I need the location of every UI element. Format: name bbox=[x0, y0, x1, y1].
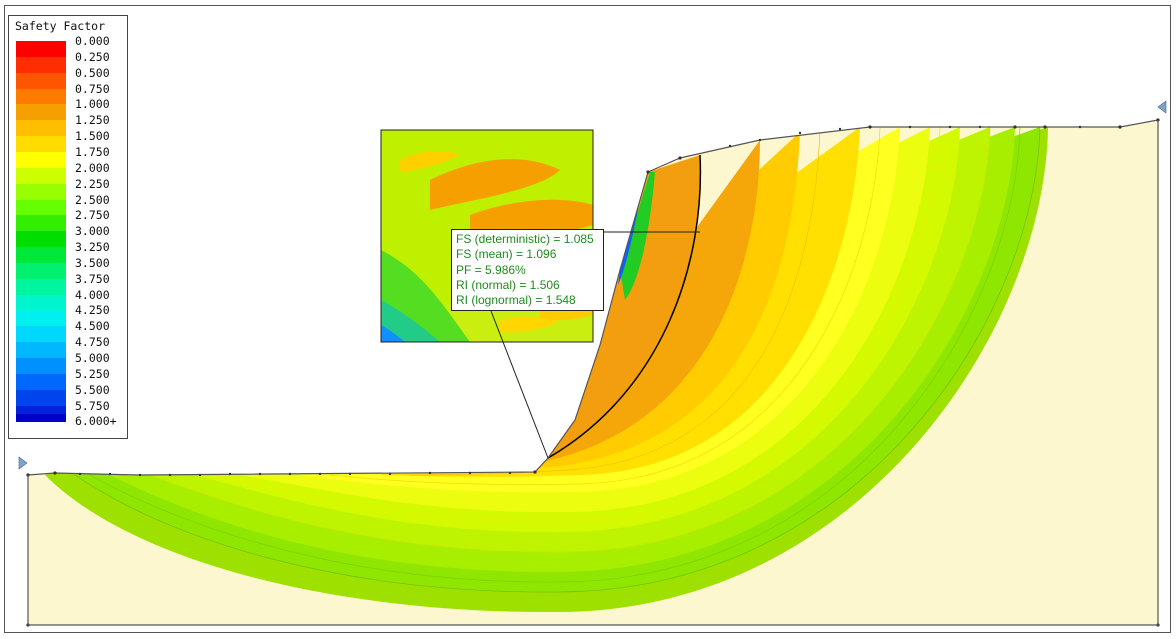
legend-swatch bbox=[16, 88, 66, 105]
legend-swatch bbox=[16, 278, 66, 295]
legend-value: 2.000 bbox=[75, 160, 110, 175]
fs-deterministic-label: FS (deterministic) = 1.085 bbox=[456, 232, 594, 246]
legend-value: 4.250 bbox=[75, 303, 110, 318]
legend-value: 1.750 bbox=[75, 144, 110, 159]
legend-swatch bbox=[16, 72, 66, 89]
legend-value: 3.000 bbox=[75, 224, 110, 239]
ri-lognormal-label: RI (lognormal) = 1.548 bbox=[456, 293, 576, 308]
legend-swatch bbox=[16, 262, 66, 279]
right-boundary-marker-icon bbox=[1157, 100, 1167, 114]
legend-swatch bbox=[16, 358, 66, 374]
legend-value: 0.000 bbox=[75, 34, 110, 48]
legend-swatch bbox=[16, 167, 66, 184]
external-boundary bbox=[27, 120, 1159, 626]
legend-swatch bbox=[16, 41, 66, 57]
legend-value: 1.500 bbox=[75, 129, 110, 144]
slip-surface-lines bbox=[74, 126, 1041, 593]
legend-swatch bbox=[16, 56, 66, 73]
legend-value: 3.750 bbox=[75, 271, 110, 286]
legend-value: 1.000 bbox=[75, 97, 110, 112]
legend-swatch bbox=[16, 183, 66, 200]
legend-value: 6.000+ bbox=[75, 414, 117, 429]
legend-swatch bbox=[16, 215, 66, 232]
results-callout: FS (deterministic) = 1.085 FS (mean) = 1… bbox=[451, 229, 604, 311]
fs-mean-label: FS (mean) = 1.096 bbox=[456, 247, 557, 262]
ground-surface bbox=[27, 119, 1159, 476]
legend-swatch bbox=[16, 136, 66, 152]
legend-value: 5.500 bbox=[75, 382, 110, 397]
surface-vertices bbox=[26, 118, 1160, 627]
legend-swatch bbox=[16, 326, 66, 343]
legend-value: 4.500 bbox=[75, 319, 110, 334]
legend-value: 0.500 bbox=[75, 65, 110, 80]
left-boundary-marker-icon bbox=[18, 456, 28, 470]
legend-value: 2.250 bbox=[75, 176, 110, 191]
legend-swatch bbox=[16, 104, 66, 121]
legend-value: 5.750 bbox=[75, 398, 110, 413]
legend-swatch bbox=[16, 413, 66, 422]
legend-swatch bbox=[16, 389, 66, 406]
legend-value: 3.500 bbox=[75, 255, 110, 270]
legend-value: 3.250 bbox=[75, 240, 110, 255]
legend-swatch bbox=[16, 199, 66, 216]
legend-value: 1.250 bbox=[75, 113, 110, 128]
critical-slip-surface bbox=[547, 154, 702, 459]
legend-swatch bbox=[16, 151, 66, 168]
legend-value: 2.750 bbox=[75, 208, 110, 223]
model-frame bbox=[4, 5, 1171, 633]
legend-value: 0.250 bbox=[75, 49, 110, 64]
probability-of-failure-label: PF = 5.986% bbox=[456, 262, 526, 277]
callout-leader-lines bbox=[490, 231, 700, 459]
legend-value: 4.750 bbox=[75, 335, 110, 350]
legend-swatch bbox=[16, 373, 66, 390]
legend-swatch bbox=[16, 120, 66, 137]
legend-swatch bbox=[16, 247, 66, 263]
legend-value: 2.500 bbox=[75, 192, 110, 207]
legend-swatch bbox=[16, 310, 66, 327]
ri-normal-label: RI (normal) = 1.506 bbox=[456, 277, 560, 292]
legend-value: 0.750 bbox=[75, 81, 110, 96]
legend-value: 5.250 bbox=[75, 366, 110, 381]
legend-value: 5.000 bbox=[75, 351, 110, 365]
legend-swatch bbox=[16, 231, 66, 248]
legend-swatch bbox=[16, 342, 66, 359]
safety-factor-legend: Safety Factor 0.000 0.250 0.500 0.750 1.000 1… bbox=[8, 15, 128, 439]
legend-value: 4.000 bbox=[75, 287, 110, 302]
legend-title: Safety Factor bbox=[15, 19, 106, 33]
legend-swatch bbox=[16, 294, 66, 311]
